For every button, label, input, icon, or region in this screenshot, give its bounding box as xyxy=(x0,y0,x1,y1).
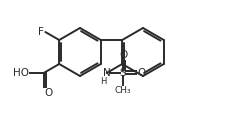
Text: N: N xyxy=(103,68,111,78)
Text: H: H xyxy=(100,77,107,86)
Text: F: F xyxy=(38,27,44,37)
Text: O: O xyxy=(138,68,146,78)
Text: S: S xyxy=(119,68,126,78)
Text: O: O xyxy=(120,50,128,60)
Text: O: O xyxy=(45,88,53,98)
Text: CH₃: CH₃ xyxy=(114,86,131,95)
Text: HO: HO xyxy=(13,68,29,78)
